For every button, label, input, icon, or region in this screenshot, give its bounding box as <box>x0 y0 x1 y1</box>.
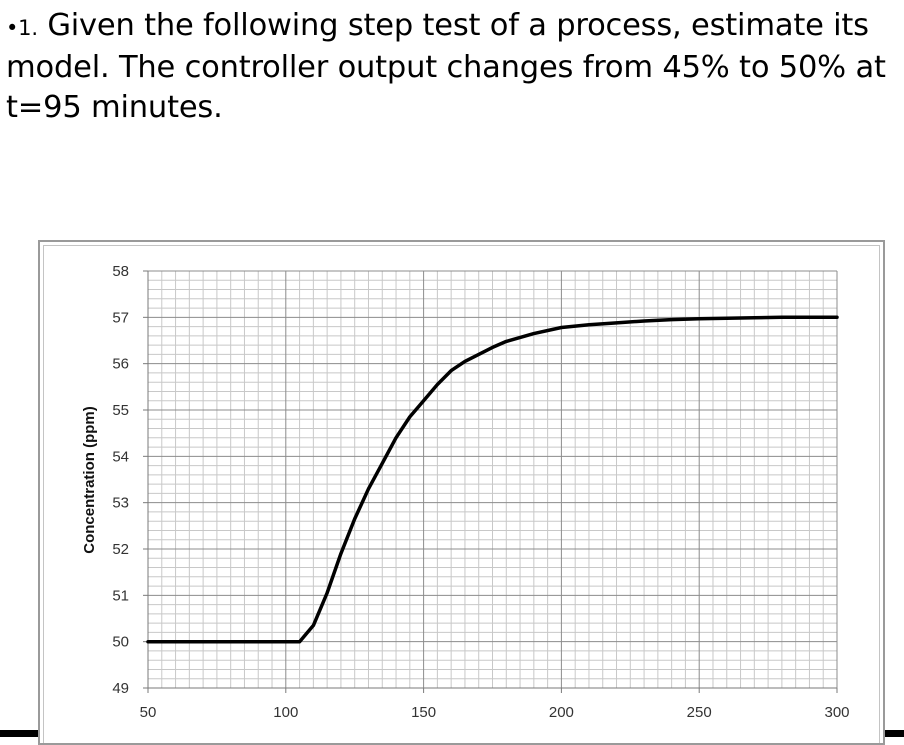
left-edge-bar <box>0 730 40 737</box>
minor-grid <box>148 271 837 688</box>
y-axis-title: Concentration (ppm) <box>81 406 98 554</box>
x-tick-label: 200 <box>549 704 574 721</box>
chart-frame <box>38 240 885 745</box>
y-tick-label: 58 <box>112 263 129 280</box>
major-grid <box>147 270 838 689</box>
question-text: •1. Given the following step test of a p… <box>6 6 898 128</box>
y-tick-label: 56 <box>112 356 129 373</box>
x-tick-label: 100 <box>273 704 298 721</box>
x-tick-label: 50 <box>140 704 157 721</box>
x-tick-label: 150 <box>411 704 436 721</box>
right-edge-bar <box>884 730 904 737</box>
y-tick-label: 53 <box>112 495 129 512</box>
x-tick-label: 250 <box>687 704 712 721</box>
y-tick-label: 50 <box>112 634 129 651</box>
y-tick-label: 52 <box>112 541 129 558</box>
y-tick-label: 57 <box>112 309 129 326</box>
y-tick-label: 54 <box>112 448 129 465</box>
question-body: Given the following step test of a proce… <box>6 8 886 125</box>
series-group <box>146 315 839 644</box>
concentration-series-line <box>146 315 839 644</box>
axes <box>143 270 838 693</box>
y-tick-label: 51 <box>112 587 129 604</box>
y-tick-label: 49 <box>112 680 129 697</box>
y-tick-label: 55 <box>112 402 129 419</box>
chart-inner-frame <box>43 245 880 743</box>
tick-labels: 49 50 51 52 53 54 55 56 57 58 50 100 150 200 250 300 <box>112 263 849 721</box>
x-tick-label: 300 <box>824 704 849 721</box>
question-number: •1. <box>6 16 38 40</box>
